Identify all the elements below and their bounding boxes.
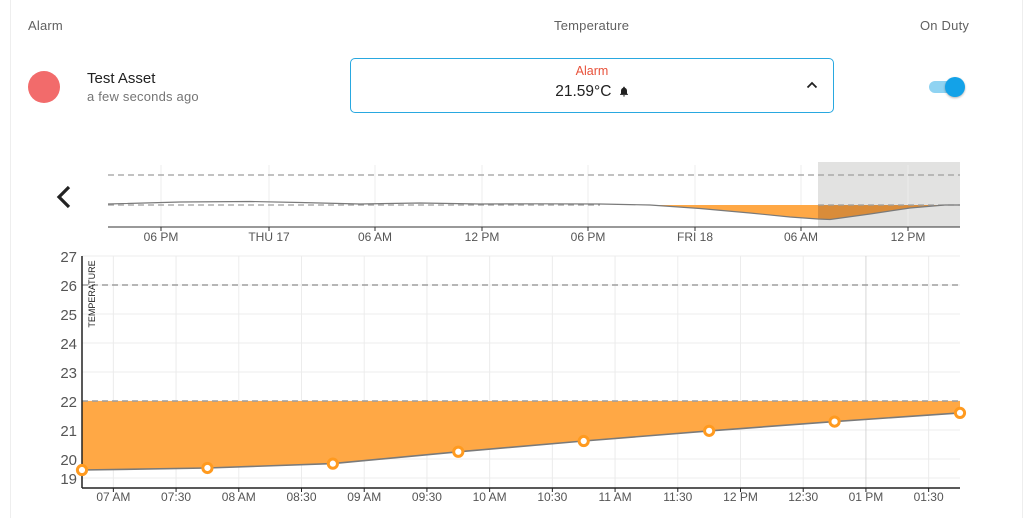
x-tick-label: 11:30 (663, 490, 692, 504)
toggle-thumb (945, 77, 965, 97)
y-tick-label: 23 (60, 365, 77, 382)
data-point[interactable] (75, 463, 89, 477)
on-duty-toggle[interactable] (926, 76, 966, 98)
overview-x-tick-label: 12 PM (465, 230, 500, 244)
overview-x-tick-label: 12 PM (891, 230, 926, 244)
overview-line (107, 200, 960, 221)
overview-x-tick-label: 06 PM (571, 230, 606, 244)
alarm-status-indicator (28, 71, 60, 103)
x-tick-label: 08:30 (286, 490, 316, 504)
last-updated-text: a few seconds ago (87, 89, 199, 104)
x-tick-label: 07 AM (96, 490, 130, 504)
x-tick-label: 01 PM (849, 490, 884, 504)
x-tick-label: 10 AM (473, 490, 507, 504)
x-tick-label: 12:30 (788, 490, 818, 504)
data-point[interactable] (452, 445, 465, 458)
y-tick-label: 26 (60, 278, 77, 295)
data-point[interactable] (201, 461, 214, 475)
temperature-expander[interactable]: Alarm 21.59°C (350, 58, 834, 113)
chevron-left-icon[interactable] (50, 182, 76, 212)
y-tick-label: 24 (60, 336, 77, 353)
temperature-line (81, 412, 961, 471)
y-tick-label: 27 (60, 249, 77, 266)
y-tick-label: 21 (60, 423, 77, 440)
data-point[interactable] (326, 457, 339, 470)
overview-x-tick-label: 06 PM (144, 230, 179, 244)
chevron-up-icon[interactable] (805, 78, 819, 92)
on-duty-column-header: On Duty (920, 18, 970, 33)
x-tick-label: 09 AM (347, 490, 381, 504)
x-tick-label: 12 PM (723, 490, 758, 504)
temperature-status: Alarm (575, 64, 609, 78)
x-tick-label: 10:30 (537, 490, 567, 504)
y-axis-title: TEMPERATURE (87, 260, 97, 327)
alarm-area (82, 401, 960, 470)
x-tick-label: 09:30 (412, 490, 442, 504)
x-tick-label: 08 AM (222, 490, 256, 504)
bell-icon (619, 84, 629, 102)
data-point[interactable] (703, 424, 716, 437)
temperature-column-header: Temperature (554, 18, 630, 33)
temperature-value: 21.59°C (555, 83, 612, 100)
y-tick-label: 20 (60, 452, 77, 469)
asset-name[interactable]: Test Asset (87, 70, 156, 87)
x-tick-label: 01:30 (914, 490, 944, 504)
alarm-column-header: Alarm (28, 18, 63, 33)
overview-x-tick-label: 06 AM (358, 230, 392, 244)
left-border (10, 0, 11, 518)
x-tick-label: 11 AM (599, 490, 632, 504)
overview-x-tick-label: THU 17 (248, 230, 290, 244)
data-point[interactable] (828, 415, 841, 428)
temperature-reading: 21.59°C (351, 83, 833, 102)
data-point[interactable] (577, 434, 590, 448)
overview-x-tick-label: FRI 18 (677, 230, 713, 244)
data-point[interactable] (953, 406, 967, 419)
y-tick-label: 19 (60, 471, 77, 488)
x-tick-label: 07:30 (161, 490, 191, 504)
overview-x-tick-label: 06 AM (784, 230, 818, 244)
y-tick-label: 22 (60, 394, 77, 411)
y-tick-label: 25 (60, 307, 77, 324)
right-border (1022, 0, 1023, 518)
